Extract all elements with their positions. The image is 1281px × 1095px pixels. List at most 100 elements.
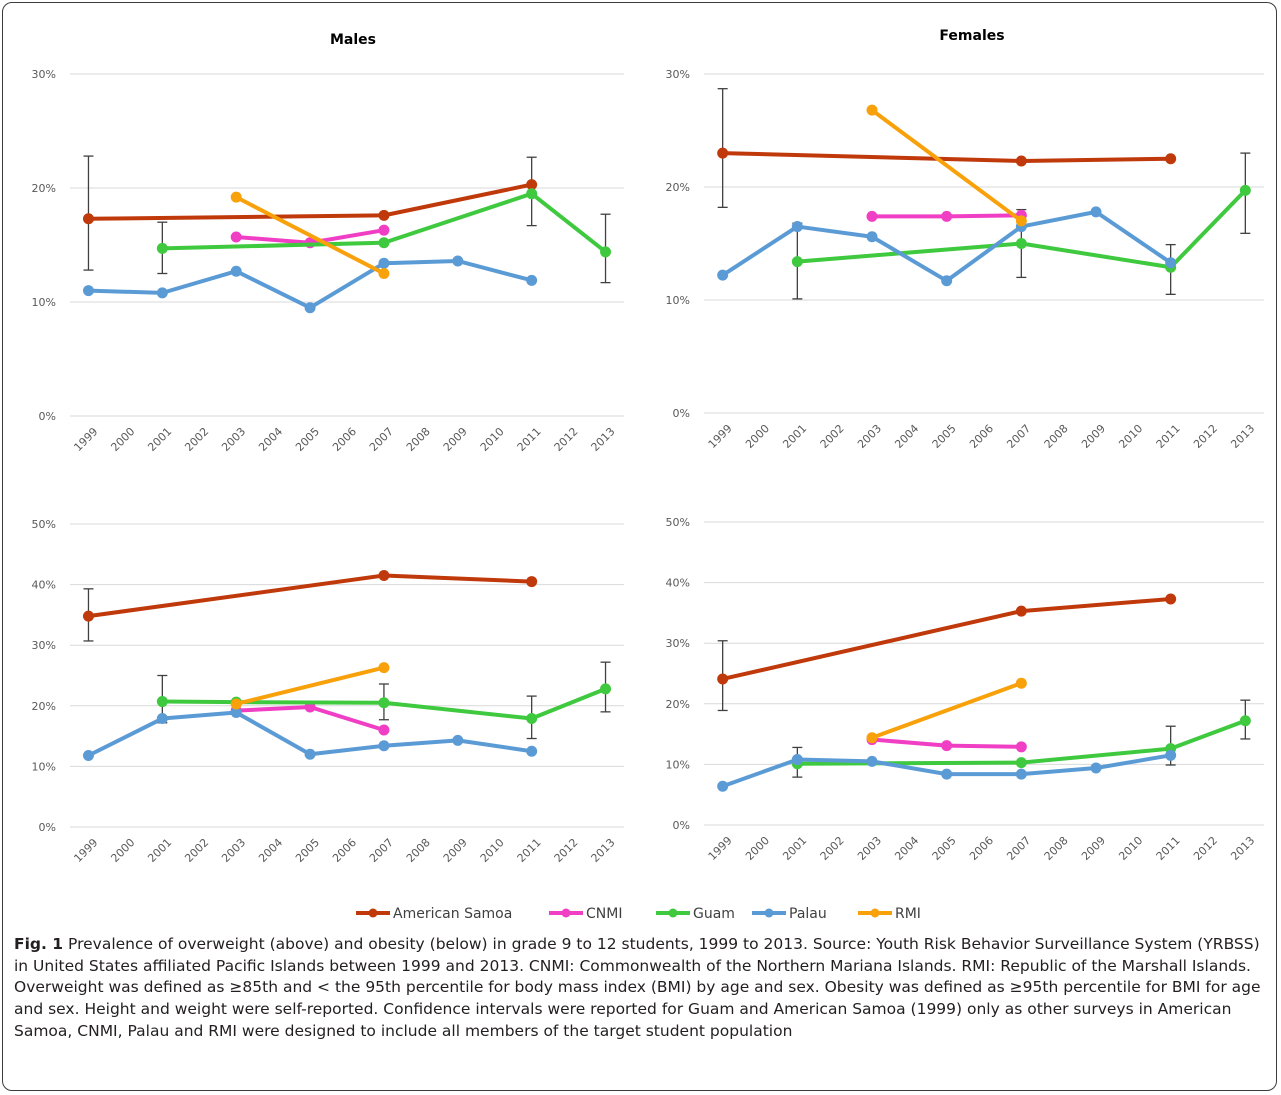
panel-overweight-males: Males 0% 10% 20% 30% 1999 2000 2001 2002 2003 2004… [32, 32, 624, 454]
data-point-2007 [378, 697, 390, 709]
data-point-2005 [304, 302, 316, 314]
error-bar-1999 [83, 155, 94, 271]
panel-obesity-females: 0% 10% 20% 30% 40% 50% 1999 2000 2001 2002 2003 200… [666, 516, 1264, 863]
x-tick-label: 2008 [1042, 834, 1071, 863]
x-tick-label: 2004 [892, 834, 921, 863]
y-tick-label: 50% [666, 516, 690, 529]
data-point-2003 [866, 210, 878, 222]
data-point-2001 [791, 754, 803, 766]
x-tick-label: 2009 [1079, 422, 1108, 451]
series-palau [717, 206, 1177, 287]
series-rmi [230, 662, 390, 710]
data-point-2011 [1165, 153, 1177, 165]
x-tick-label: 1999 [71, 425, 100, 454]
x-tick-label: 2001 [780, 422, 809, 451]
x-tick-label: 2011 [1154, 834, 1183, 863]
data-point-2011 [526, 274, 538, 286]
series-palau [717, 749, 1177, 792]
series-line [86, 573, 534, 619]
x-tick-label: 2003 [855, 834, 884, 863]
x-tick-label: 2004 [256, 425, 285, 454]
y-tick-label: 0% [39, 821, 56, 834]
x-tick-label: 2012 [1191, 834, 1220, 863]
series-cnmi [866, 734, 1027, 753]
series-cnmi [230, 701, 390, 736]
figure-charts: Males 0% 10% 20% 30% 1999 2000 2001 2002 2003 2004… [32, 28, 1264, 922]
data-point-2011 [526, 745, 538, 757]
y-tick-label: 0% [39, 410, 56, 423]
x-tick-label: 2007 [367, 425, 396, 454]
x-tick-label: 2010 [478, 425, 507, 454]
data-point-2011 [1165, 257, 1177, 269]
x-tick-label: 2005 [293, 836, 322, 865]
legend-item-american-samoa: American Samoa [356, 906, 512, 922]
x-tick-label: 2008 [1042, 422, 1071, 451]
data-point-1999 [717, 269, 729, 281]
data-point-2007 [378, 268, 390, 279]
series-guam [156, 683, 612, 725]
data-point-2003 [866, 732, 878, 744]
x-tick-label: 2011 [515, 425, 544, 454]
data-point-2001 [791, 256, 803, 268]
series-line [720, 151, 1173, 164]
data-point-2007 [378, 209, 390, 221]
data-point-2005 [941, 210, 953, 222]
x-tick-label: 2008 [404, 836, 433, 865]
x-tick-label: 2009 [441, 425, 470, 454]
x-tick-label: 2003 [219, 425, 248, 454]
series-guam [791, 184, 1251, 273]
y-tick-label: 20% [32, 700, 56, 713]
x-tick-label: 2013 [1228, 422, 1257, 451]
series-american-samoa [82, 179, 538, 225]
series-cnmi [866, 209, 1027, 222]
data-point-2005 [941, 768, 953, 780]
data-point-2003 [866, 755, 878, 767]
data-point-2013 [600, 683, 612, 695]
x-tick-label: 2012 [552, 836, 581, 865]
data-point-2001 [156, 713, 168, 725]
legend-item-rmi: RMI [858, 906, 921, 922]
data-point-2007 [1015, 741, 1027, 753]
y-tick-label: 40% [32, 579, 56, 592]
y-tick-label: 30% [666, 68, 690, 81]
x-tick-label: 2007 [1004, 834, 1033, 863]
x-tick-label: 2013 [589, 425, 618, 454]
chart-title: Males [330, 32, 376, 48]
data-point-2007 [378, 257, 390, 269]
data-point-2007 [378, 570, 390, 582]
x-tick-label: 1999 [71, 836, 100, 865]
legend-item-guam: Guam [656, 906, 735, 922]
panel-obesity-males: 0% 10% 20% 30% 40% 50% 1999 2000 2001 2002 2003 200… [32, 518, 624, 865]
data-point-2001 [156, 242, 168, 254]
series-line [720, 209, 1173, 283]
data-point-2013 [1239, 184, 1251, 196]
data-point-2007 [1015, 238, 1027, 249]
x-tick-label: 1999 [706, 422, 735, 451]
data-point-2003 [230, 265, 242, 277]
x-tick-label: 2001 [145, 836, 174, 865]
data-point-2013 [1239, 715, 1251, 727]
x-tick-label: 2001 [780, 834, 809, 863]
series-line [870, 108, 1024, 223]
x-tick-label: 2006 [967, 834, 996, 863]
data-point-1999 [82, 213, 94, 225]
y-tick-label: 30% [32, 639, 56, 652]
data-point-2011 [526, 179, 538, 191]
caption-text: Prevalence of overweight (above) and obe… [14, 935, 1261, 1040]
data-point-2009 [452, 255, 464, 267]
data-point-2007 [378, 740, 390, 752]
x-tick-label: 2010 [478, 836, 507, 865]
data-point-2007 [378, 237, 390, 249]
data-point-2013 [600, 246, 612, 258]
legend-item-palau: Palau [752, 906, 827, 922]
x-tick-label: 2010 [1116, 422, 1145, 451]
x-tick-label: 2002 [818, 422, 847, 451]
data-point-2007 [1015, 757, 1027, 769]
legend-swatch-marker [764, 908, 774, 918]
data-point-1999 [717, 780, 729, 792]
series-line [234, 195, 386, 276]
x-tick-label: 2013 [1228, 834, 1257, 863]
data-point-2007 [1015, 155, 1027, 167]
x-tick-label: 2005 [930, 422, 959, 451]
data-point-2007 [378, 724, 390, 736]
